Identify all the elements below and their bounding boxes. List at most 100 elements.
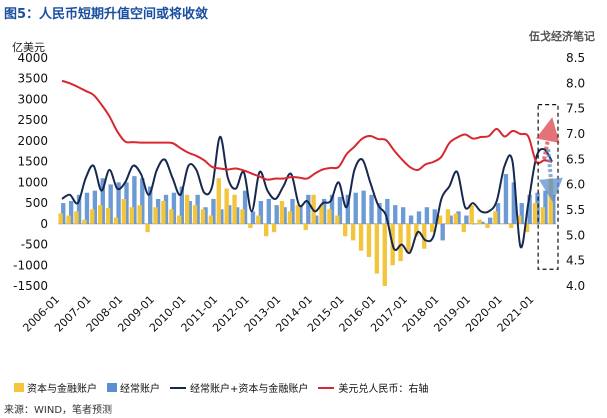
source-note: 来源：WIND，笔者预测: [4, 405, 113, 416]
capital-account-bar: [516, 215, 522, 224]
capital-account-bar: [137, 205, 142, 224]
left-tick-label: -1000: [13, 258, 48, 272]
left-axis-unit: 亿美元: [12, 41, 45, 54]
current-account-bar: [321, 198, 327, 224]
capital-account-bar: [161, 201, 166, 224]
current-account-bar: [274, 205, 279, 224]
capital-account-bar: [287, 211, 293, 224]
current-account-bar: [124, 182, 129, 224]
current-account-bar: [385, 198, 390, 224]
capital-account-bar: [422, 223, 427, 249]
legend-item-sum: 经常账户+资本与金融账户: [170, 380, 308, 395]
current-account-bar: [519, 203, 524, 224]
capital-account-bar: [184, 194, 190, 224]
current-account-bar: [472, 223, 477, 225]
capital-account-bar: [256, 215, 261, 224]
right-tick-label: 8.0: [566, 76, 585, 90]
capital-account-bar: [485, 223, 490, 228]
right-tick-label: 6.5: [566, 152, 585, 166]
capital-account-bar: [477, 219, 482, 224]
left-tick-label: 500: [25, 196, 48, 210]
right-tick-label: 7.0: [566, 127, 585, 141]
current-account-bar: [258, 201, 264, 224]
legend-label-capital: 资本与金融账户: [27, 384, 97, 395]
legend-label-sum: 经常账户+资本与金融账户: [190, 384, 309, 395]
usdcny-line: [61, 79, 553, 181]
capital-account-bar: [319, 205, 324, 224]
capital-account-bar: [279, 201, 285, 224]
current-account-bar: [100, 178, 105, 224]
capital-account-bar: [343, 223, 348, 237]
current-account-bar: [527, 194, 532, 224]
forecast-box: [537, 104, 559, 270]
left-tick-label: 2000: [17, 134, 48, 148]
current-account-bar: [456, 211, 461, 224]
capital-account-bar: [524, 223, 530, 233]
capital-account-bar: [335, 215, 340, 224]
capital-account-bar: [169, 209, 174, 224]
legend-swatch-sum: [170, 386, 186, 389]
capital-account-bar: [414, 223, 419, 237]
current-account-bar: [171, 192, 177, 224]
capital-account-bar: [216, 178, 221, 224]
current-account-bar: [92, 190, 98, 224]
legend-item-usdcny: 美元兑人民币：右轴: [318, 380, 428, 395]
right-tick-label: 5.5: [566, 203, 585, 217]
left-tick-label: 1000: [17, 175, 48, 189]
capital-account-bar: [469, 205, 474, 224]
current-account-bar: [290, 198, 295, 224]
current-account-bar: [551, 194, 556, 224]
current-account-bar: [511, 182, 516, 224]
current-account-bar: [416, 211, 422, 224]
legend-label-current: 经常账户: [120, 384, 160, 395]
left-tick-label: 4000: [17, 51, 48, 65]
capital-account-bar: [303, 223, 308, 231]
current-account-bar: [203, 207, 208, 224]
capital-account-bar: [271, 223, 277, 233]
capital-account-bar: [129, 207, 134, 224]
current-account-bar: [377, 203, 382, 224]
current-account-bar: [393, 205, 398, 224]
left-tick-label: 0: [40, 217, 48, 231]
right-tick-label: 4.0: [566, 279, 585, 293]
current-account-bar: [211, 198, 216, 224]
left-tick-label: 3500: [17, 72, 48, 86]
capital-account-bar: [501, 223, 506, 225]
capital-account-bar: [406, 223, 411, 253]
capital-account-bar: [453, 213, 459, 224]
current-account-bar: [440, 223, 445, 241]
legend-label-usdcny: 美元兑人民币：右轴: [338, 384, 429, 395]
current-account-bar: [298, 205, 303, 224]
capital-account-bar: [358, 223, 364, 251]
current-account-bar: [195, 194, 200, 224]
capital-account-bar: [430, 223, 435, 233]
current-account-bar: [361, 190, 366, 224]
current-account-bar: [282, 207, 287, 224]
capital-account-bar: [208, 215, 214, 224]
current-account-bar: [234, 207, 240, 224]
bar-forecast-arrow: [538, 149, 563, 203]
capital-account-bar: [350, 223, 356, 241]
current-account-bar: [369, 194, 374, 224]
right-tick-label: 8.5: [566, 51, 585, 65]
current-account-bar: [314, 215, 319, 224]
current-account-bar: [543, 190, 548, 224]
watermark: 伍戈经济笔记: [529, 30, 595, 43]
current-account-bar: [337, 196, 343, 224]
capital-account-bar: [509, 223, 514, 228]
current-account-bar: [163, 194, 169, 224]
capital-account-bar: [295, 205, 300, 224]
capital-account-bar: [224, 188, 229, 224]
left-tick-label: -500: [21, 238, 48, 252]
capital-account-bar: [66, 215, 71, 224]
left-tick-label: 3000: [17, 92, 48, 106]
capital-account-bar: [374, 223, 380, 274]
capital-account-bar: [327, 209, 332, 224]
right-tick-label: 6.0: [566, 178, 585, 192]
current-account-bar: [148, 186, 153, 224]
capital-account-bar: [113, 217, 119, 224]
current-account-bar: [140, 178, 145, 224]
capital-account-bar: [200, 209, 206, 224]
current-account-bar: [503, 174, 509, 224]
capital-account-bar: [461, 223, 466, 233]
